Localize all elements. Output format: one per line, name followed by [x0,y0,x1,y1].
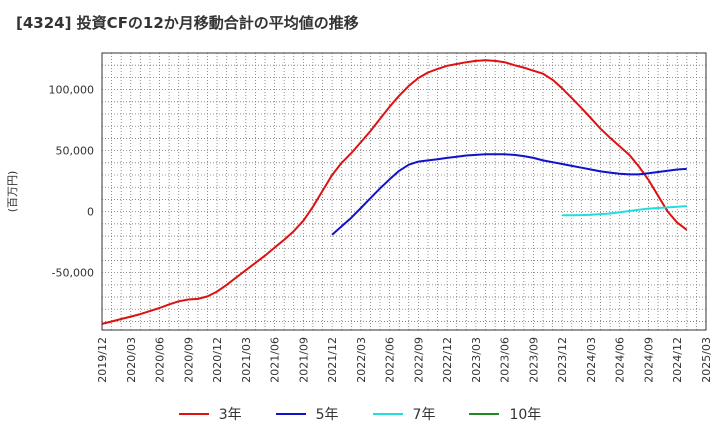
legend-label: 3年 [218,407,242,423]
y-tick-label: 50,000 [56,145,95,158]
x-tick-label: 2024/03 [585,337,598,383]
x-tick-label: 2024/06 [614,337,627,383]
legend-item: 3年 [178,404,242,424]
chart-title: [4324] 投資CFの12か月移動合計の平均値の推移 [16,14,359,32]
legend-item: 5年 [275,404,339,424]
y-tick-label: -50,000 [52,267,94,280]
x-tick-label: 2024/09 [642,337,655,383]
x-tick-label: 2025/03 [700,337,713,383]
series-line-5年 [331,153,687,236]
x-tick-label: 2023/09 [527,337,540,383]
legend-item: 10年 [469,404,541,424]
series-line-7年 [562,205,687,217]
legend-swatch [372,413,403,415]
x-tick-label: 2023/06 [499,337,512,383]
x-tick-label: 2023/12 [556,337,569,383]
x-tick-label: 2019/12 [96,337,109,383]
legend-label: 5年 [315,407,339,423]
x-tick-label: 2022/06 [384,337,397,383]
legend-label: 7年 [412,407,436,423]
x-tick-label: 2020/03 [125,337,138,383]
series-lines [101,59,688,325]
x-tick-label: 2020/09 [182,337,195,383]
legend-swatch [178,413,209,415]
x-tick-label: 2021/06 [269,337,282,383]
series-line-3年 [101,59,688,325]
x-tick-label: 2022/09 [412,337,425,383]
legend-swatch [275,413,306,415]
legend: 3年 5年 7年 10年 [0,404,720,424]
x-tick-label: 2021/03 [240,337,253,383]
x-tick-label: 2024/12 [671,337,684,383]
x-tick-label: 2020/06 [154,337,167,383]
x-tick-label: 2021/12 [326,337,339,383]
x-tick-labels: 2019/12 2020/03 2020/06 2020/09 2020/12 2021/… [96,337,713,383]
legend-item: 7年 [372,404,436,424]
x-tick-label: 2021/09 [297,337,310,383]
x-tick-label: 2022/03 [355,337,368,383]
x-tick-label: 2022/12 [441,337,454,383]
legend-swatch [469,413,500,415]
grid [102,53,706,330]
y-tick-label: 100,000 [49,84,95,97]
plot-frame [101,52,707,331]
x-tick-label: 2023/03 [470,337,483,383]
y-tick-labels: 100,000 50,000 0 -50,000 [49,84,95,280]
y-axis-label: (百万円) [6,171,19,213]
x-tick-label: 2020/12 [211,337,224,383]
y-tick-label: 0 [87,206,94,219]
legend-label: 10年 [509,407,542,423]
